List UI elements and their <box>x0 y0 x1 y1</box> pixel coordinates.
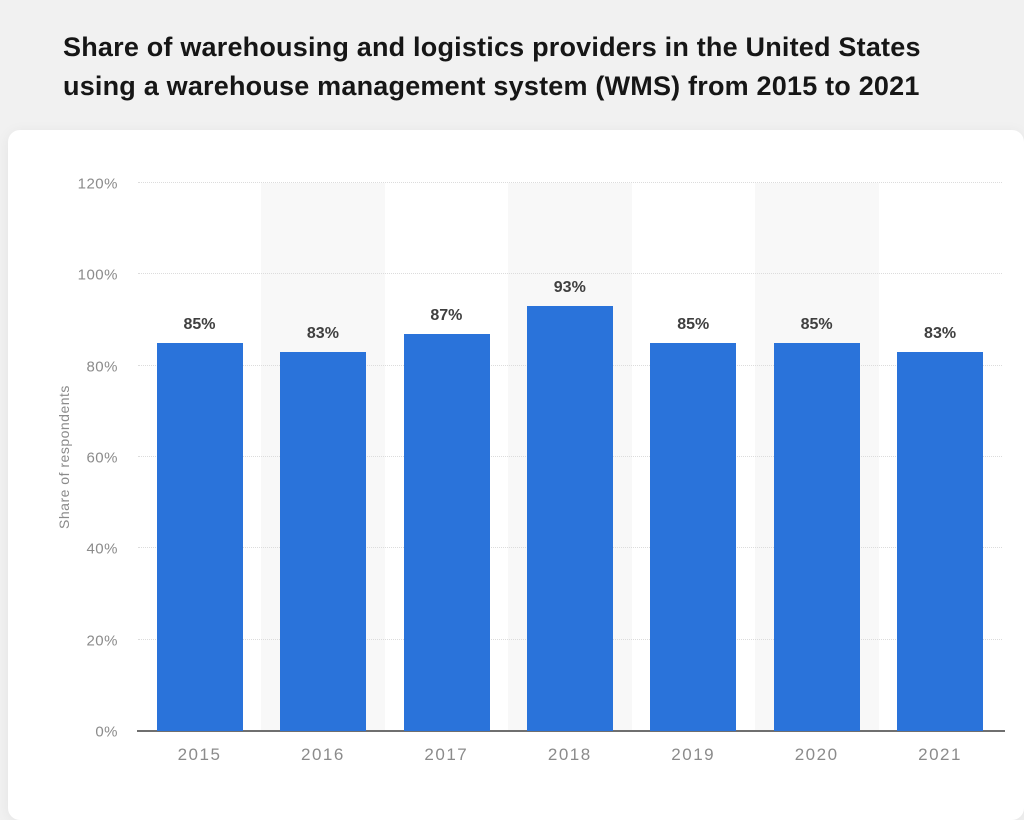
gridline-100 <box>138 273 1002 275</box>
value-label-2016: 83% <box>306 324 339 342</box>
plot-area: 0% 20% 40% 60% 80% 100% 120% 85% 83% 87% 93% 85% 85%… <box>78 176 1005 741</box>
bar-2021[interactable] <box>897 351 984 731</box>
value-label-2020: 85% <box>800 315 833 333</box>
y-tick-label-60: 60% <box>86 449 118 467</box>
bar-2017[interactable] <box>403 333 490 731</box>
bar-2016[interactable] <box>280 351 367 731</box>
bar-2018[interactable] <box>527 306 613 731</box>
x-tick-label-2017: 2017 <box>424 745 469 764</box>
x-tick-label-2018: 2018 <box>547 745 592 764</box>
bar-2019[interactable] <box>650 342 737 731</box>
y-tick-label-20: 20% <box>86 632 118 650</box>
bar-2020[interactable] <box>773 342 860 731</box>
x-tick-label-2020: 2020 <box>794 745 839 764</box>
x-tick-label-2016: 2016 <box>301 745 345 764</box>
y-tick-label-0: 0% <box>95 723 118 741</box>
value-label-2017: 87% <box>430 306 463 324</box>
y-tick-label-100: 100% <box>77 266 118 284</box>
value-label-2015: 85% <box>183 315 216 333</box>
page-title-line-1: Share of warehousing and logistics provi… <box>63 32 921 62</box>
page-title-line-2: using a warehouse management system (WMS… <box>63 71 920 101</box>
value-label-2018: 93% <box>553 279 586 297</box>
chart-card: Share of respondents 0% 20% 40% 60% 80% 100% 1… <box>8 130 1024 820</box>
x-tick-label-2015: 2015 <box>177 745 222 764</box>
y-tick-label-80: 80% <box>86 358 118 376</box>
y-tick-label-120: 120% <box>77 175 118 193</box>
x-tick-label-2021: 2021 <box>918 745 962 764</box>
bar-2015[interactable] <box>156 342 243 731</box>
x-tick-label-2019: 2019 <box>671 745 716 764</box>
gridline-120 <box>138 182 1002 183</box>
value-label-2019: 85% <box>677 315 710 333</box>
y-tick-label-40: 40% <box>86 540 118 558</box>
value-label-2021: 83% <box>924 324 957 342</box>
x-axis-baseline <box>137 730 1005 732</box>
page-title: Share of warehousing and logistics provi… <box>63 28 993 106</box>
